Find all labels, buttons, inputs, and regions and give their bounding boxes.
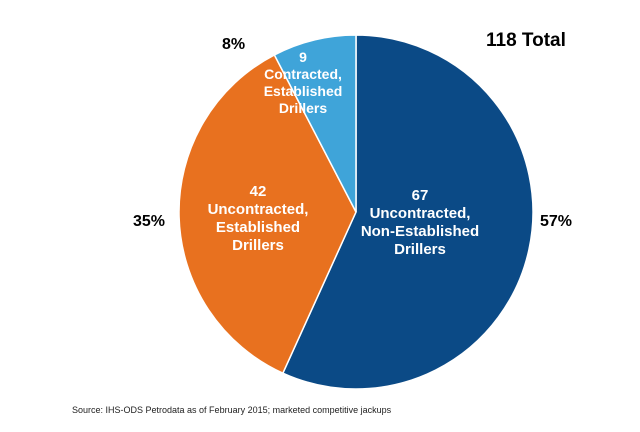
pie-slice-uncontracted-established bbox=[178, 53, 357, 375]
slice-name-line: Uncontracted, bbox=[208, 201, 309, 218]
slice-value-label: 42 bbox=[250, 183, 267, 200]
percent-label-uncontracted-established: 35% bbox=[133, 213, 166, 230]
slice-name-line: Established bbox=[264, 83, 343, 99]
slice-name-line: Drillers bbox=[279, 100, 327, 116]
slice-name-line: Contracted, bbox=[264, 66, 342, 82]
slice-name-line: Non-Established bbox=[361, 223, 479, 240]
pie-slice-contracted-established bbox=[273, 34, 357, 213]
slice-name-line: Drillers bbox=[232, 237, 284, 254]
slice-name-line: Uncontracted, bbox=[370, 205, 471, 222]
source-note: Source: IHS-ODS Petrodata as of February… bbox=[72, 405, 392, 415]
pie-slice-uncontracted-non-established bbox=[281, 34, 534, 390]
slice-value-label: 9 bbox=[299, 49, 307, 65]
slice-value-label: 67 bbox=[412, 187, 429, 204]
total-label: 118 Total bbox=[486, 30, 566, 51]
slice-name-line: Established bbox=[216, 219, 300, 236]
percent-label-uncontracted-non-established: 57% bbox=[540, 213, 573, 230]
percent-label-contracted-established: 8% bbox=[222, 36, 246, 53]
slice-name-line: Drillers bbox=[394, 241, 446, 258]
